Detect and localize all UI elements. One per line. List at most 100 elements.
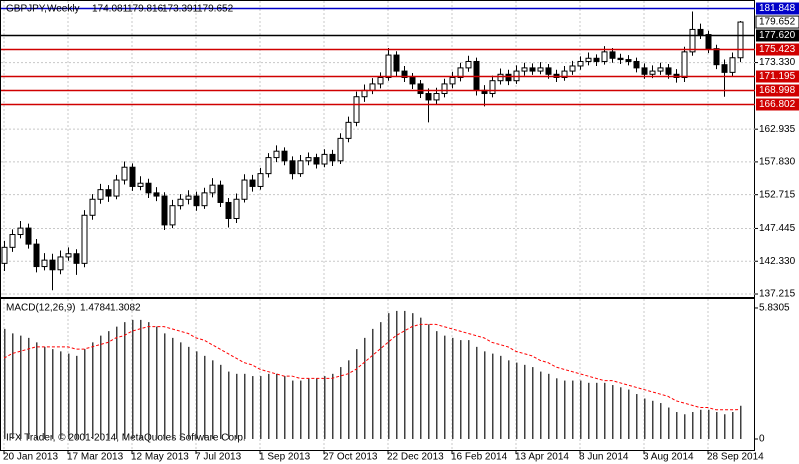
macd-bar xyxy=(364,337,366,439)
macd-bar xyxy=(172,337,174,439)
macd-bar xyxy=(308,378,310,439)
candle-body xyxy=(441,83,448,95)
candle-body xyxy=(161,195,168,226)
candle-body xyxy=(561,70,568,78)
macd-bar xyxy=(548,373,550,439)
candle-body xyxy=(713,48,720,66)
candle-body xyxy=(217,184,224,203)
macd-bar xyxy=(124,322,126,439)
macd-bar xyxy=(660,403,662,439)
x-tick-label: 8 Jun 2014 xyxy=(579,452,629,463)
macd-bar xyxy=(628,389,630,439)
candle-body xyxy=(729,57,736,73)
candle-body xyxy=(529,67,536,72)
y-tick-label: 0 xyxy=(759,434,765,445)
y-tick-label: 5.8305 xyxy=(759,303,790,314)
macd-bar xyxy=(268,373,270,439)
candle-body xyxy=(241,179,248,200)
candle-body xyxy=(233,198,240,219)
y-tick-label: 157.830 xyxy=(759,157,796,168)
candle-body xyxy=(177,198,184,207)
last-high: 179.816 xyxy=(127,4,164,15)
level-label-box xyxy=(756,43,799,56)
candle-body xyxy=(449,76,456,85)
candle-body xyxy=(49,259,56,271)
macd-bar xyxy=(724,414,726,439)
candle-body xyxy=(577,60,584,67)
candle-body xyxy=(417,83,424,95)
candle-body xyxy=(329,153,336,162)
candle-body xyxy=(697,28,704,36)
macd-bar xyxy=(132,319,134,439)
level-label: 171.195 xyxy=(759,71,796,82)
candle-body xyxy=(393,54,400,72)
candle-body xyxy=(33,243,40,268)
signal-last: 1.3082 xyxy=(110,303,141,314)
macd-bar xyxy=(156,326,158,439)
macd-bar xyxy=(500,355,502,439)
macd-panel xyxy=(0,298,755,451)
x-tick-label: 12 May 2013 xyxy=(131,452,189,463)
candle-body xyxy=(569,65,576,72)
macd-bar xyxy=(676,412,678,439)
macd-bar xyxy=(716,412,718,439)
macd-bar xyxy=(76,355,78,439)
macd-bar xyxy=(84,349,86,439)
candle-body xyxy=(257,173,264,187)
macd-bar xyxy=(468,340,470,439)
level-label: 181.848 xyxy=(759,3,796,14)
candle-body xyxy=(273,150,280,159)
macd-bar xyxy=(100,335,102,439)
candle-body xyxy=(665,67,672,75)
main-panel xyxy=(0,0,755,298)
footer: IFX Trader, © 2001-2014, MetaQuotes Soft… xyxy=(6,433,246,444)
candle-body xyxy=(137,182,144,187)
macd-title: MACD(12,26,9) xyxy=(6,303,75,314)
candle-body xyxy=(521,67,528,72)
macd-bar xyxy=(508,360,510,439)
macd-bar xyxy=(460,340,462,439)
macd-bar xyxy=(740,405,742,439)
candle-body xyxy=(81,214,88,264)
candle-body xyxy=(505,73,512,82)
macd-bar xyxy=(420,317,422,439)
level-label: 175.423 xyxy=(759,44,796,55)
macd-bar xyxy=(60,351,62,439)
y-tick-label: 162.935 xyxy=(759,124,796,135)
macd-bar xyxy=(68,353,70,439)
level-label: 166.802 xyxy=(759,99,796,110)
macd-bar xyxy=(164,333,166,439)
macd-bar xyxy=(444,335,446,439)
candle-body xyxy=(113,179,120,197)
macd-bar xyxy=(700,409,702,439)
x-tick-label: 7 Jul 2013 xyxy=(195,452,242,463)
candle-body xyxy=(609,51,616,59)
candle-body xyxy=(385,54,392,78)
candle-body xyxy=(313,157,320,165)
candle-body xyxy=(409,76,416,85)
macd-bar xyxy=(252,376,254,439)
macd-bar xyxy=(524,364,526,439)
macd-bar xyxy=(564,380,566,439)
macd-bar xyxy=(404,310,406,439)
candle-body xyxy=(345,121,352,139)
macd-bar xyxy=(332,373,334,439)
macd-bar xyxy=(28,337,30,439)
macd-bar xyxy=(732,412,734,439)
candle-body xyxy=(433,93,440,101)
candle-body xyxy=(497,73,504,82)
macd-bar xyxy=(4,328,6,439)
candle-body xyxy=(601,51,608,62)
macd-bar xyxy=(52,349,54,439)
macd-bar xyxy=(44,346,46,439)
macd-bar xyxy=(652,400,654,439)
macd-bar xyxy=(148,322,150,439)
macd-bar xyxy=(188,346,190,439)
macd-bar xyxy=(452,337,454,439)
candle-body xyxy=(593,57,600,62)
macd-bar xyxy=(668,407,670,439)
macd-last: 1.4784 xyxy=(80,303,111,314)
candle-body xyxy=(737,21,744,59)
candle-body xyxy=(465,60,472,69)
macd-bar xyxy=(12,333,14,439)
